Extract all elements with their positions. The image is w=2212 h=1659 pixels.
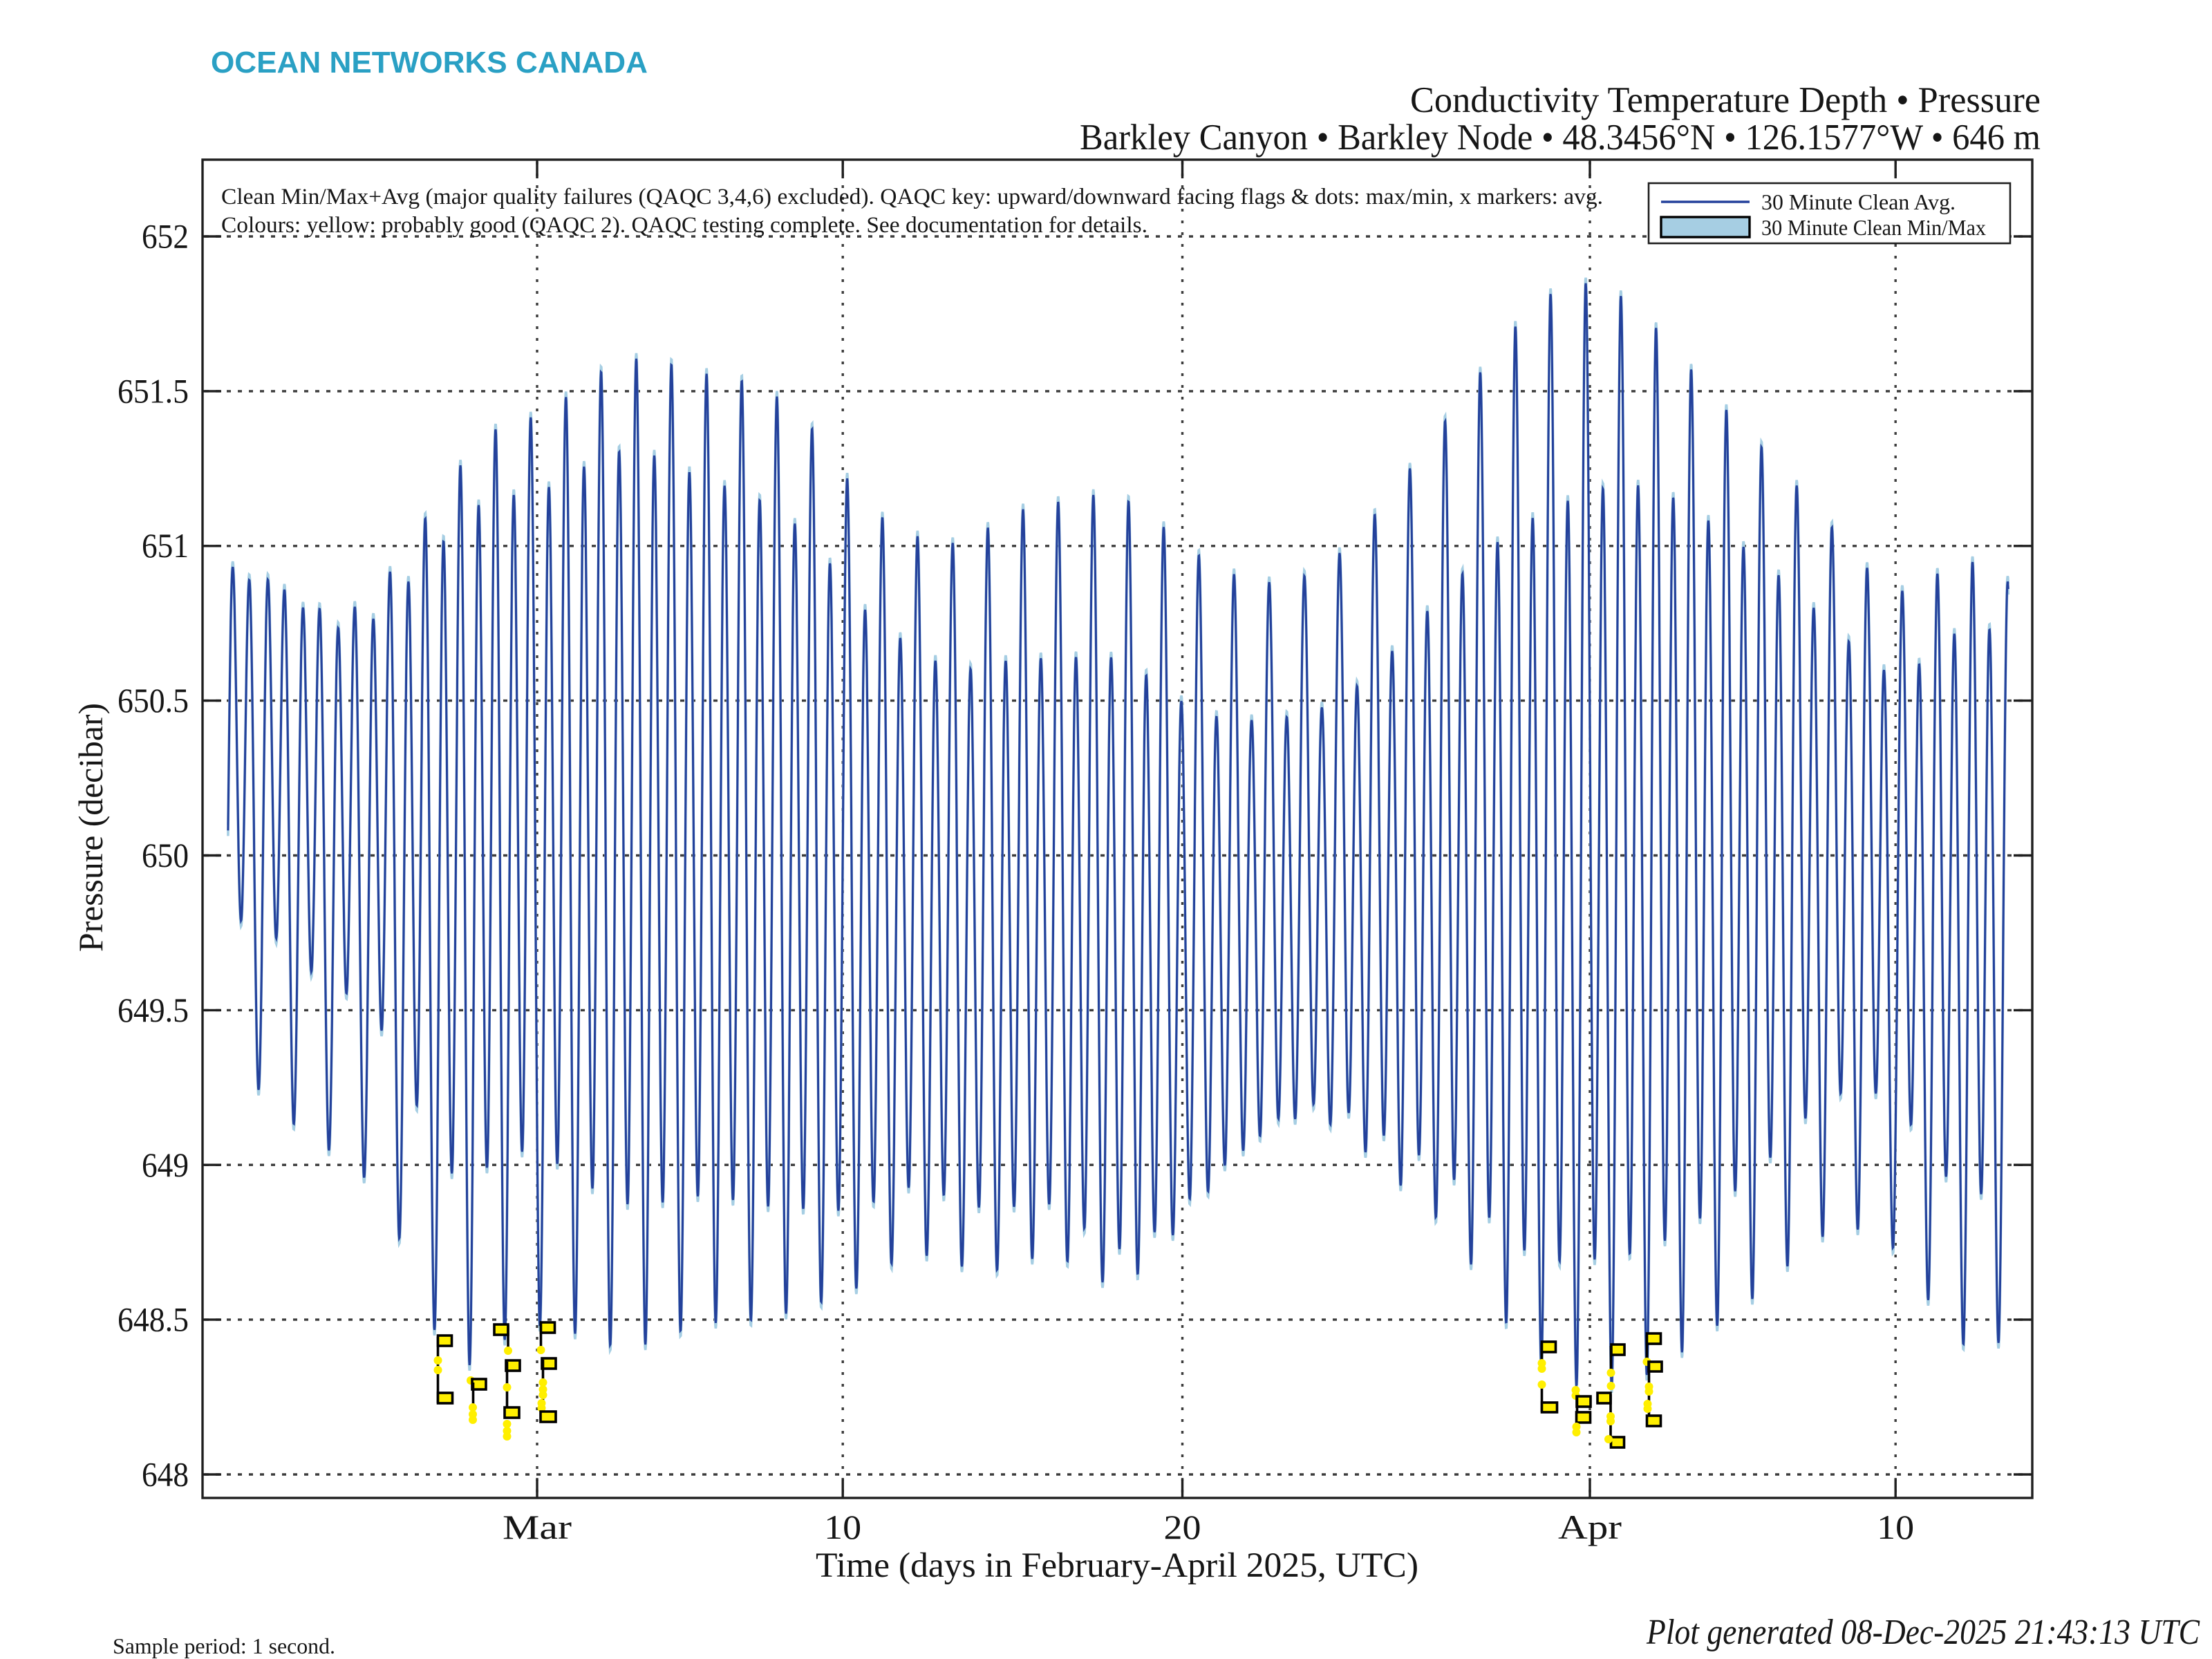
svg-text:Conductivity Temperature Depth: Conductivity Temperature Depth • Pressur… — [1410, 80, 2041, 120]
svg-text:651.5: 651.5 — [118, 371, 189, 410]
svg-text:Mar: Mar — [503, 1508, 572, 1546]
svg-text:649: 649 — [142, 1145, 189, 1184]
svg-text:10: 10 — [1877, 1508, 1914, 1546]
svg-text:648: 648 — [142, 1455, 189, 1494]
svg-text:Plot generated 08-Dec-2025 21:: Plot generated 08-Dec-2025 21:43:13 UTC — [1646, 1613, 2200, 1652]
svg-text:Time (days in February-April 2: Time (days in February-April 2025, UTC) — [816, 1546, 1418, 1585]
svg-text:651: 651 — [142, 526, 189, 565]
svg-text:30 Minute Clean Avg.: 30 Minute Clean Avg. — [1761, 189, 1956, 214]
svg-text:Clean Min/Max+Avg (major quali: Clean Min/Max+Avg (major quality failure… — [221, 185, 1603, 209]
svg-text:650: 650 — [142, 836, 189, 874]
svg-text:Sample period: 1 second.: Sample period: 1 second. — [113, 1633, 335, 1658]
svg-text:649.5: 649.5 — [118, 991, 189, 1029]
svg-text:652: 652 — [142, 217, 189, 256]
svg-text:648.5: 648.5 — [118, 1300, 189, 1339]
svg-text:650.5: 650.5 — [118, 681, 189, 720]
svg-text:OCEAN NETWORKS CANADA: OCEAN NETWORKS CANADA — [211, 46, 648, 79]
svg-text:Colours: yellow: probably good: Colours: yellow: probably good (QAQC 2).… — [221, 213, 1147, 238]
svg-text:Apr: Apr — [1558, 1508, 1622, 1546]
svg-text:30 Minute Clean Min/Max: 30 Minute Clean Min/Max — [1761, 215, 1986, 240]
svg-text:10: 10 — [824, 1508, 861, 1546]
svg-text:Barkley Canyon • Barkley Node: Barkley Canyon • Barkley Node • 48.3456°… — [1080, 118, 2041, 158]
svg-text:20: 20 — [1164, 1508, 1201, 1546]
svg-text:Pressure (decibar): Pressure (decibar) — [71, 703, 110, 952]
